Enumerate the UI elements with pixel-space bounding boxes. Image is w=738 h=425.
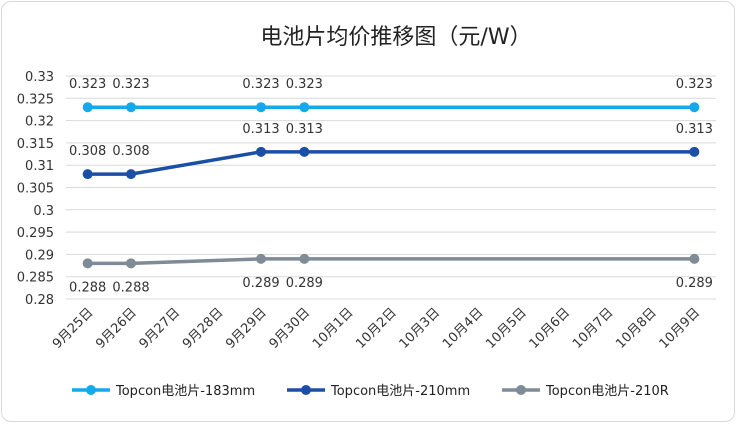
data-label: 0.323 [676, 77, 713, 92]
data-label: 0.313 [242, 122, 279, 137]
y-axis: 0.28 0.285 0.29 0.295 0.3 0.305 0.31 0.315 0.32 0… [17, 70, 54, 308]
x-tick-label: 9月26日 [93, 305, 140, 352]
x-tick-label: 9月27日 [137, 305, 184, 352]
data-label: 0.289 [242, 276, 279, 291]
legend: Topcon电池片-183mm Topcon电池片-210mm Topcon电池片-… [72, 384, 669, 399]
x-tick-label: 10月2日 [353, 305, 400, 352]
data-point [256, 253, 266, 264]
data-label: 0.323 [112, 77, 149, 92]
x-tick-label: 10月4日 [440, 305, 487, 352]
x-tick-label: 10月7日 [570, 305, 617, 352]
y-tick-label: 0.295 [17, 226, 54, 241]
y-tick-label: 0.325 [17, 92, 54, 107]
data-label: 0.288 [112, 280, 149, 295]
x-tick-label: 10月5日 [483, 305, 530, 352]
x-tick-label: 9月25日 [50, 305, 97, 352]
x-tick-label: 10月1日 [310, 305, 357, 352]
series-line [87, 150, 695, 176]
data-label: 0.323 [286, 77, 323, 92]
y-tick-label: 0.28 [25, 293, 54, 308]
y-tick-label: 0.33 [25, 70, 54, 85]
y-tick-label: 0.315 [17, 137, 54, 152]
legend-label: Topcon电池片-210mm [330, 384, 470, 399]
x-axis: 9月25日9月26日9月27日9月28日9月29日9月30日10月1日10月2日… [50, 305, 703, 352]
data-label: 0.313 [286, 122, 323, 137]
data-point [82, 169, 93, 180]
x-tick-label: 10月3日 [397, 305, 444, 352]
grid-lines [66, 75, 716, 300]
data-label: 0.308 [112, 144, 149, 159]
series-group [82, 102, 700, 269]
x-tick-label: 9月28日 [180, 305, 227, 352]
y-tick-label: 0.31 [25, 159, 54, 174]
data-label: 0.288 [69, 280, 106, 295]
data-point [299, 146, 310, 157]
y-tick-label: 0.32 [25, 115, 54, 130]
x-tick-label: 9月30日 [267, 305, 314, 352]
y-tick-label: 0.3 [33, 204, 54, 219]
data-point [689, 146, 700, 157]
data-point [256, 102, 266, 113]
data-point [126, 258, 136, 269]
data-label: 0.289 [286, 276, 323, 291]
data-point [299, 253, 310, 264]
data-label: 0.313 [676, 122, 713, 137]
series-line [87, 257, 695, 266]
legend-label: Topcon电池片-210R [545, 384, 669, 399]
data-label: 0.323 [242, 77, 279, 92]
x-tick-label: 10月8日 [613, 305, 660, 352]
legend-marker [301, 385, 311, 395]
data-point [82, 258, 93, 269]
data-label: 0.308 [69, 144, 106, 159]
data-point [126, 169, 136, 180]
y-tick-label: 0.29 [25, 248, 54, 263]
legend-marker [86, 385, 96, 395]
data-point [689, 102, 700, 113]
data-label: 0.323 [69, 77, 106, 92]
data-point [299, 102, 310, 113]
data-point [689, 253, 700, 264]
chart-title: 电池片均价推移图（元/W） [260, 25, 531, 50]
data-labels: 0.323 0.323 0.323 0.323 0.323 0.308 0.308 0.313… [69, 77, 713, 295]
legend-marker [516, 385, 526, 395]
x-tick-label: 9月29日 [223, 305, 270, 352]
x-tick-label: 10月6日 [527, 305, 574, 352]
data-label: 0.289 [676, 276, 713, 291]
x-tick-label: 10月9日 [657, 305, 704, 352]
data-point [82, 102, 93, 113]
data-point [256, 146, 266, 157]
y-tick-label: 0.305 [17, 182, 54, 197]
legend-label: Topcon电池片-183mm [115, 384, 255, 399]
y-tick-label: 0.285 [17, 271, 54, 286]
data-point [126, 102, 136, 113]
